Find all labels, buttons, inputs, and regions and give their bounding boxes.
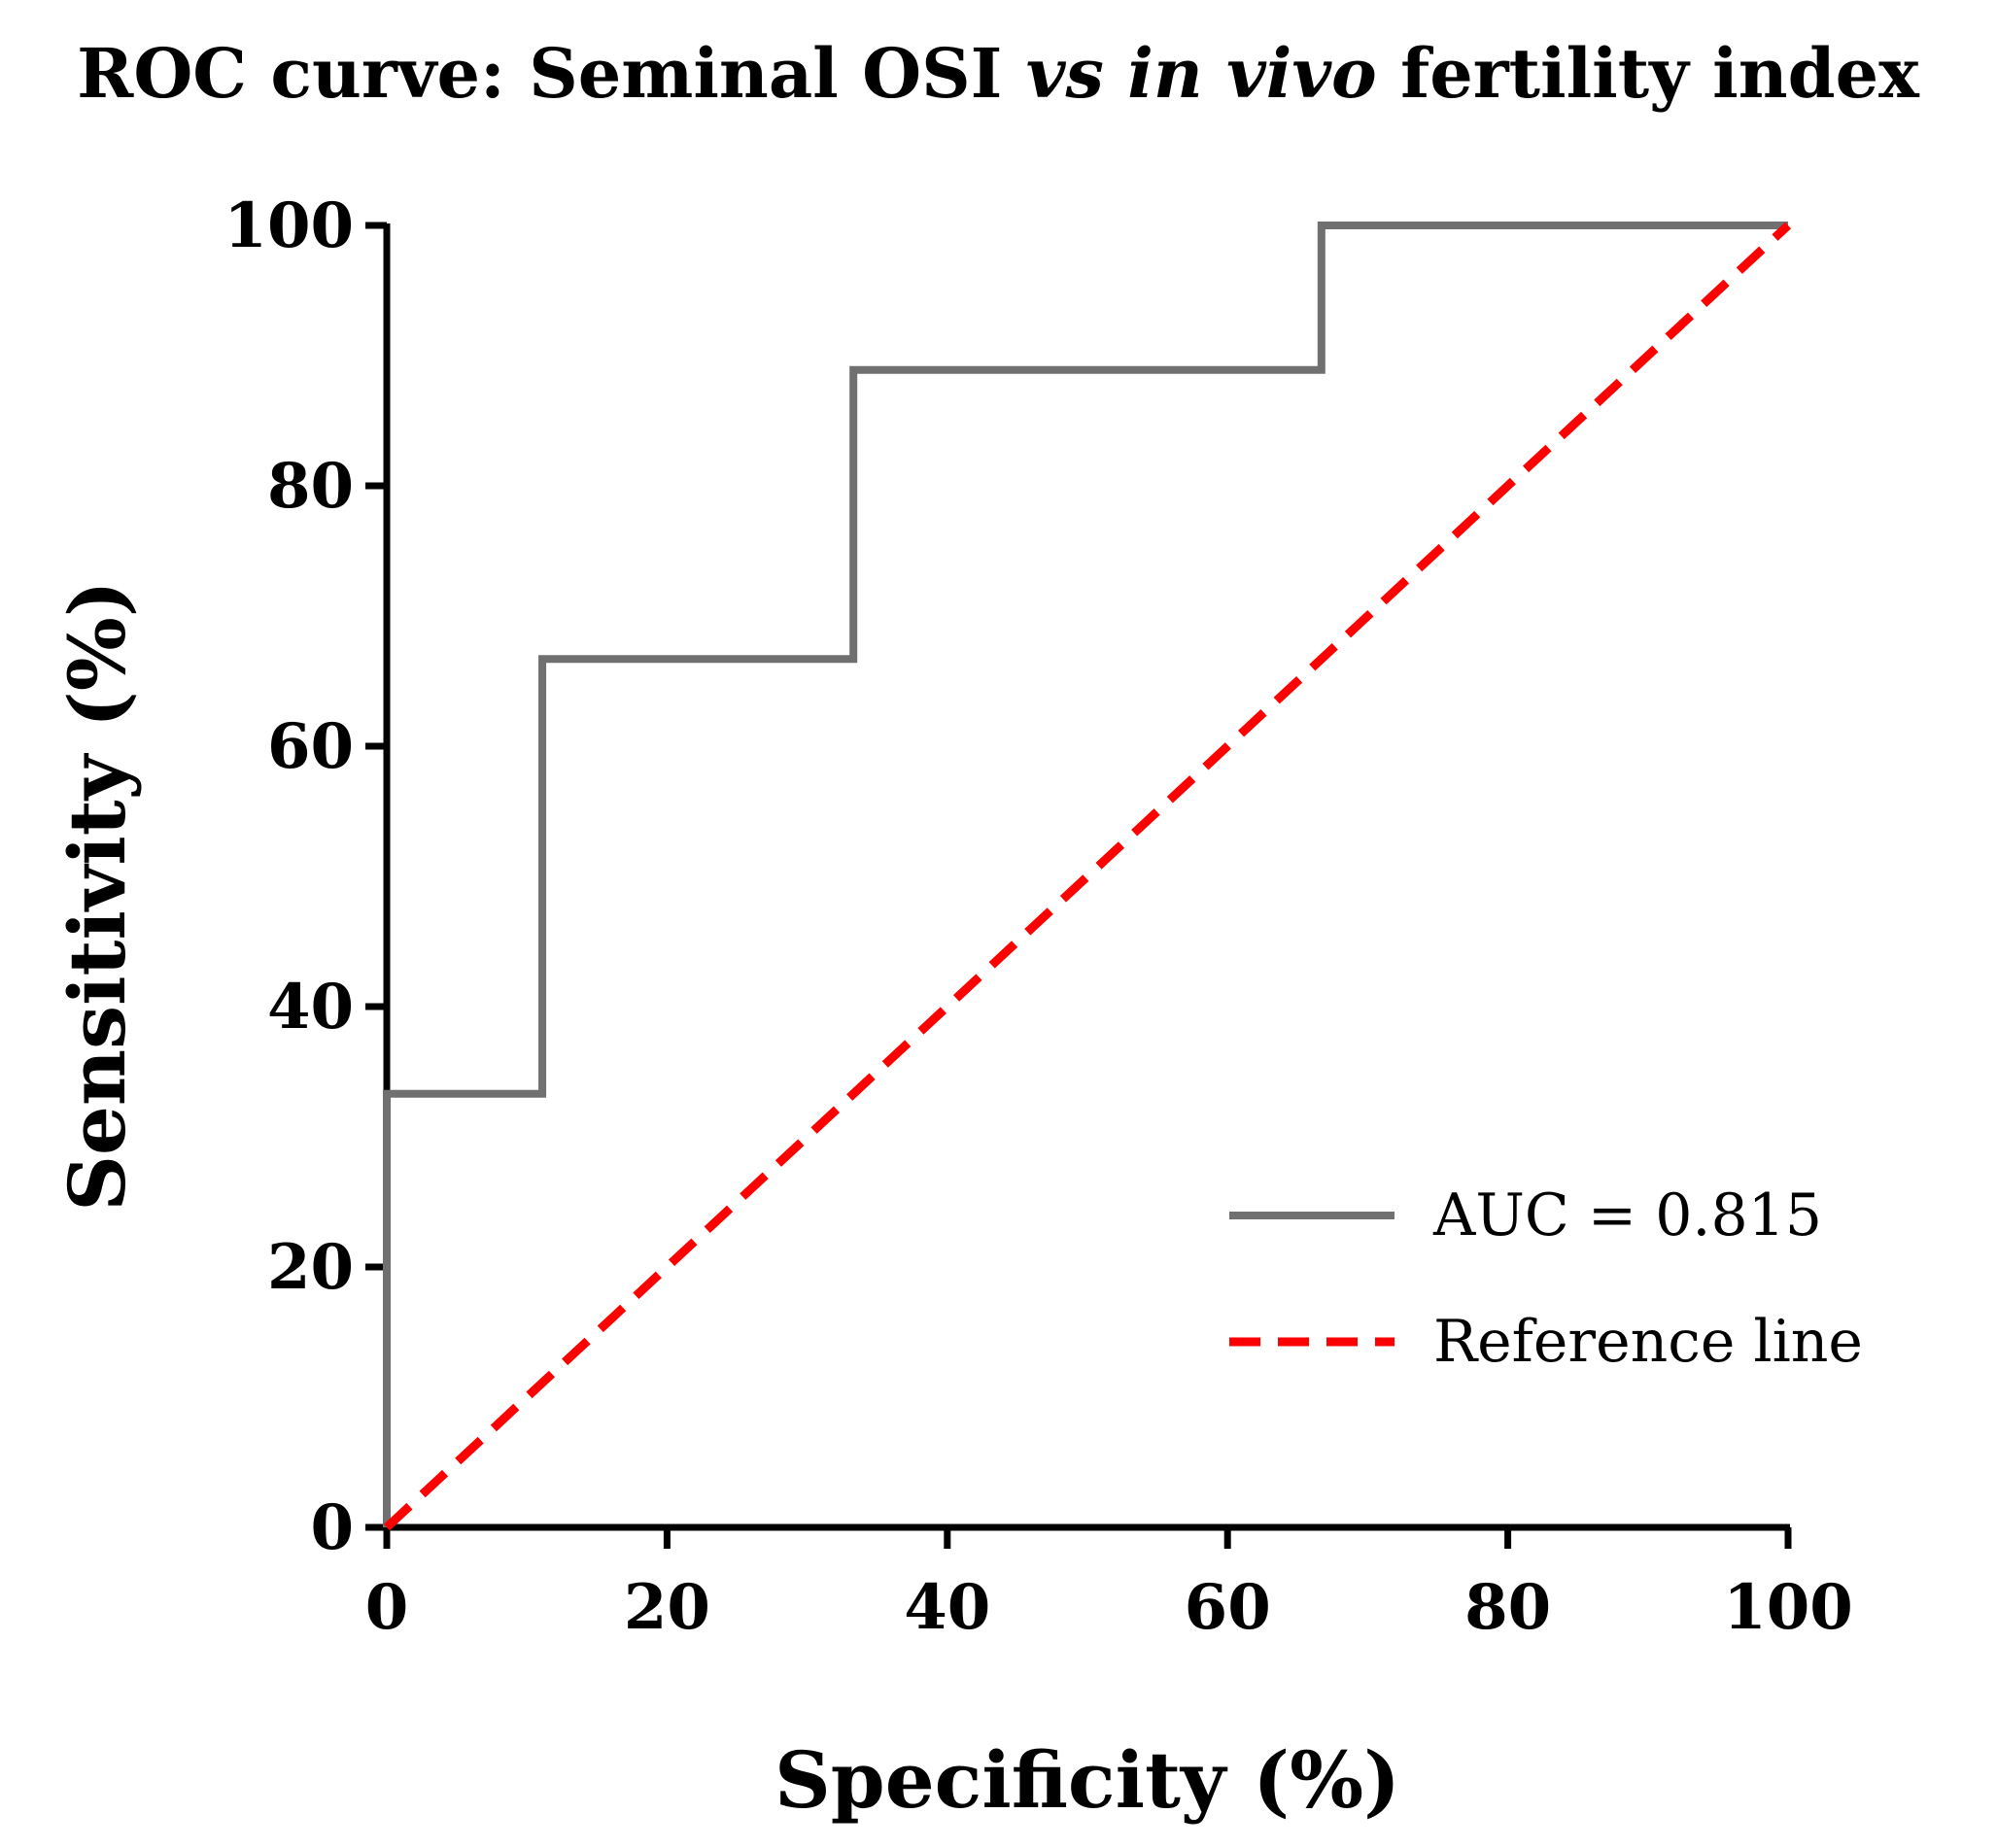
x-tick-label: 20 [624, 1571, 710, 1644]
roc-curve [383, 222, 1788, 1527]
legend-label-reference: Reference line [1433, 1308, 1863, 1376]
chart-title: ROC curve: Seminal OSI vs in vivo fertil… [77, 33, 1920, 114]
chart-title-part: in vivo [1127, 33, 1376, 114]
y-tick-label: 80 [267, 450, 354, 523]
x-tick-label: 40 [904, 1571, 990, 1644]
y-tick-label: 0 [310, 1491, 354, 1564]
y-axis-title: Sensitivity (%) [52, 580, 143, 1212]
y-tick-label: 100 [224, 189, 354, 262]
y-tick-label: 20 [267, 1231, 354, 1304]
x-axis-title: Specificity (%) [775, 1734, 1400, 1826]
axes: 0 20 40 60 80 100 0 20 40 60 80 100 Specificity (%) S… [52, 189, 1853, 1826]
x-tick-label: 100 [1723, 1571, 1853, 1644]
legend-label-roc: AUC = 0.815 [1432, 1181, 1822, 1249]
series-layer [383, 222, 1792, 1531]
chart-title-part: ROC curve: Seminal OSI [77, 33, 1026, 114]
x-tick-label: 80 [1464, 1571, 1551, 1644]
reference-line [383, 222, 1792, 1531]
x-tick-label: 0 [365, 1571, 409, 1644]
chart-title-part: vs [1026, 33, 1104, 114]
y-tick-label: 40 [267, 971, 354, 1044]
chart-title-part [1104, 33, 1127, 114]
x-tick-label: 60 [1185, 1571, 1271, 1644]
y-tick-label: 60 [267, 710, 354, 783]
chart-title-part: fertility index [1377, 33, 1920, 114]
legend: AUC = 0.815 Reference line [1229, 1181, 1863, 1376]
